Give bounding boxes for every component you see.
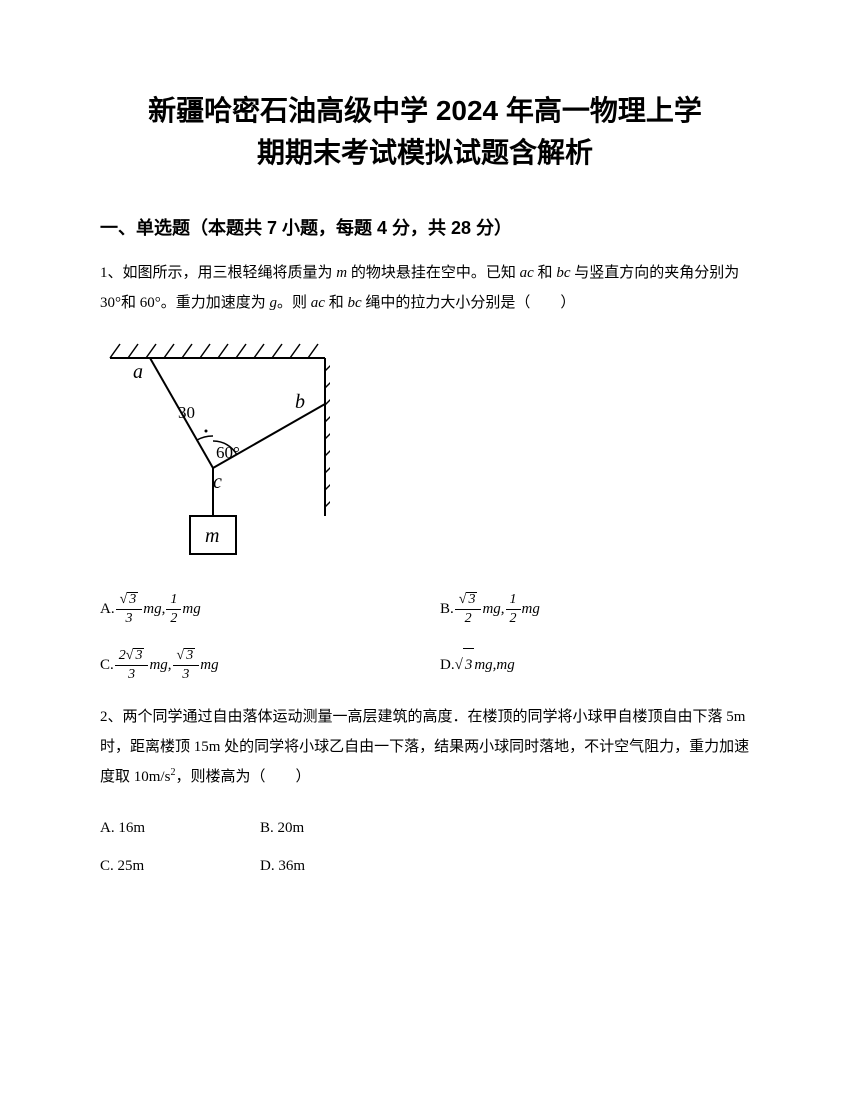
option-prefix: D. (440, 649, 455, 682)
q2-option-d: D. 36m (260, 848, 420, 886)
question-2-text: 2、两个同学通过自由落体运动测量一高层建筑的高度．在楼顶的同学将小球甲自楼顶自由… (100, 702, 750, 792)
q1-option-c: C. 2√3 3 mg, √3 3 mg (100, 646, 440, 684)
label-a: a (133, 361, 143, 383)
q2-option-b: B. 20m (260, 810, 420, 848)
label-m: m (205, 525, 219, 547)
option-prefix: B. (440, 593, 454, 626)
angle-30: 30 (178, 403, 195, 422)
q2-option-a: A. 16m (100, 810, 260, 848)
question-1-text: 1、如图所示，用三根轻绳将质量为 m 的物块悬挂在空中。已知 ac 和 bc 与… (100, 258, 750, 318)
q1-option-b: B. √3 2 mg, 1 2 mg (440, 590, 750, 628)
q1-options-row-2: C. 2√3 3 mg, √3 3 mg D. √3mg,mg (100, 646, 750, 684)
q2-options: A. 16m B. 20m C. 25m D. 36m (100, 810, 750, 885)
question-1-diagram: a b c 30 60° m (100, 336, 750, 566)
document-title: 新疆哈密石油高级中学 2024 年高一物理上学 期期末考试模拟试题含解析 (100, 90, 750, 174)
q1-options-row-1: A. √3 3 mg, 1 2 mg B. √3 2 mg, 1 2 (100, 590, 750, 628)
q2-option-c: C. 25m (100, 848, 260, 886)
option-prefix: A. (100, 593, 115, 626)
section-1-header: 一、单选题（本题共 7 小题，每题 4 分，共 28 分） (100, 214, 750, 240)
option-prefix: C. (100, 649, 114, 682)
q1-option-d: D. √3mg,mg (440, 646, 750, 684)
label-b: b (295, 391, 305, 413)
title-line-2: 期期末考试模拟试题含解析 (100, 132, 750, 174)
q1-option-a: A. √3 3 mg, 1 2 mg (100, 590, 440, 628)
label-c: c (213, 471, 222, 493)
title-line-1: 新疆哈密石油高级中学 2024 年高一物理上学 (100, 90, 750, 132)
angle-60: 60° (216, 443, 240, 462)
